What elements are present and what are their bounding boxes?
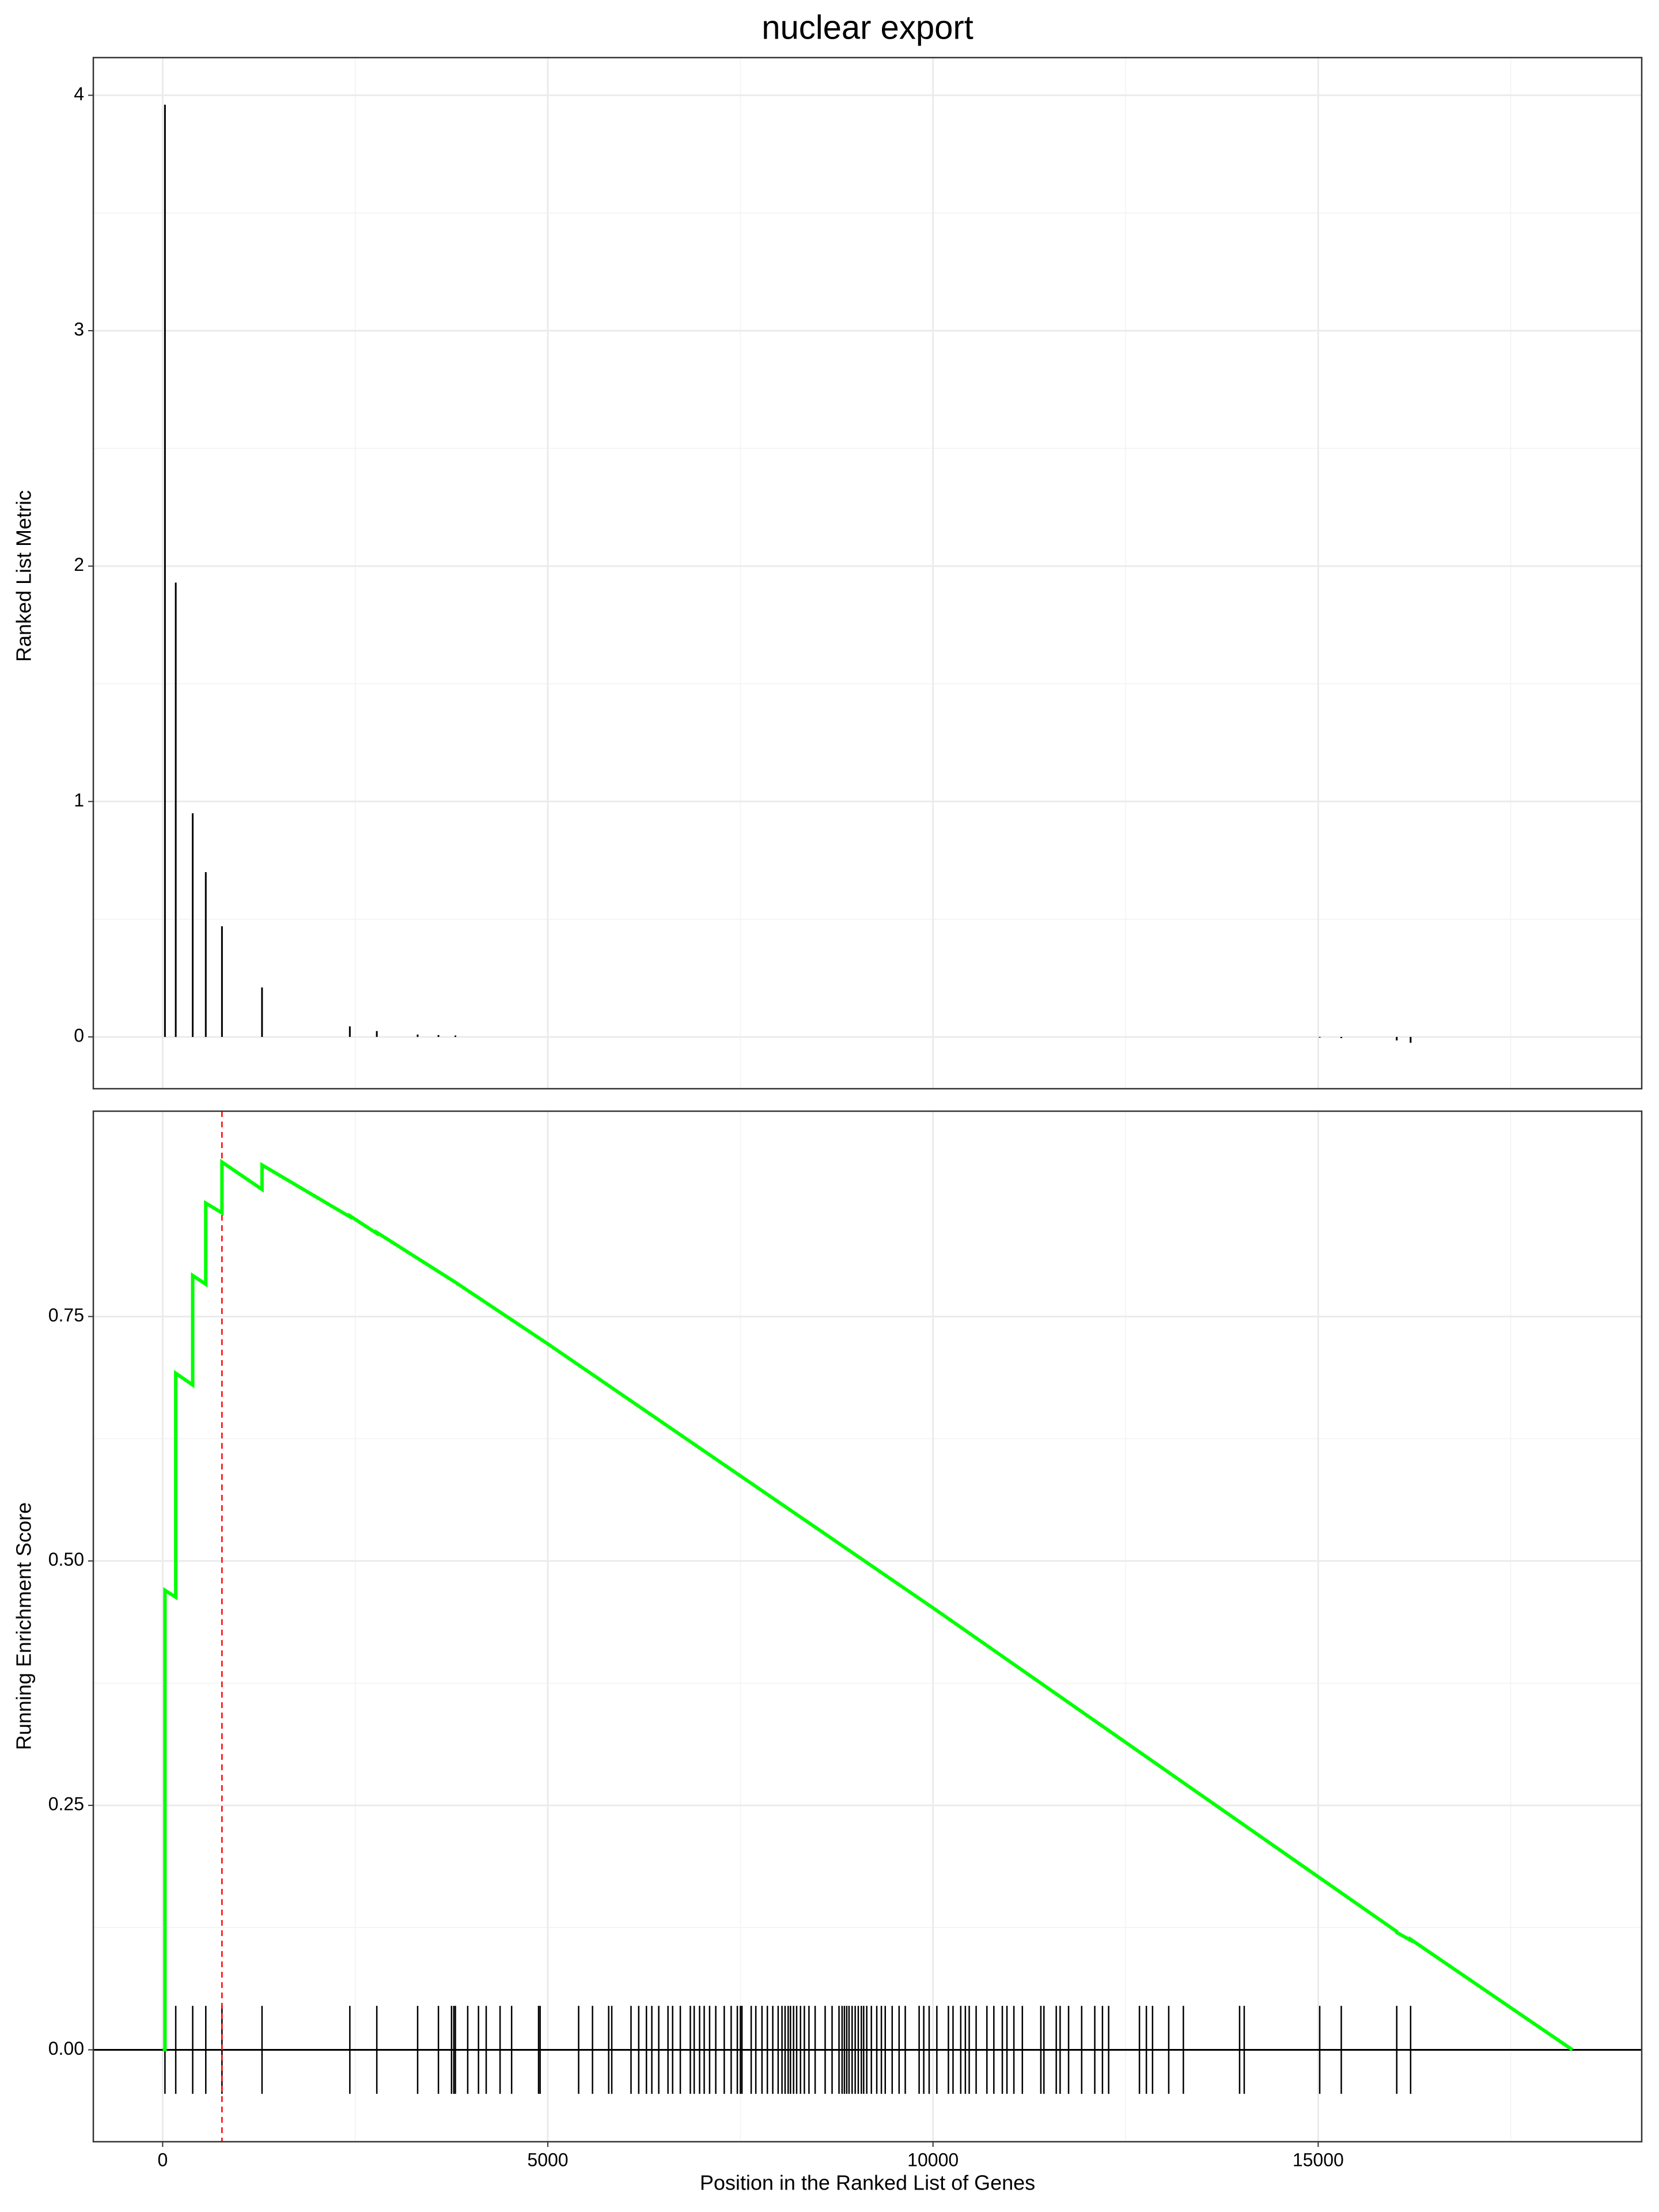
y-tick-label: 3 — [74, 319, 84, 340]
panel-border — [92, 1110, 1643, 2143]
y-tick-label: 0.25 — [48, 1794, 84, 1815]
y-tick-label: 1 — [74, 790, 84, 810]
y-axis-label: Running Enrichment Score — [12, 1502, 36, 1750]
x-tick-label: 5000 — [527, 2149, 568, 2170]
x-tick-label: 15000 — [1293, 2149, 1344, 2170]
y-tick-label: 0 — [74, 1025, 84, 1046]
running-score-line — [162, 1158, 1574, 2052]
panel-border — [92, 56, 1643, 1090]
y-tick-label: 0.75 — [48, 1305, 84, 1325]
x-tick-label: 0 — [157, 2149, 168, 2170]
y-tick-label: 4 — [74, 84, 84, 104]
y-tick-label: 0.00 — [48, 2038, 84, 2059]
x-axis-label: Position in the Ranked List of Genes — [700, 2171, 1035, 2195]
x-tick-label: 10000 — [907, 2149, 959, 2170]
y-axis-label: Ranked List Metric — [12, 490, 36, 662]
chart-title: nuclear export — [762, 9, 974, 46]
panel-background — [93, 1111, 1642, 2142]
y-tick-label: 0.50 — [48, 1549, 84, 1570]
y-tick-label: 2 — [74, 554, 84, 575]
panel-background — [93, 58, 1642, 1089]
